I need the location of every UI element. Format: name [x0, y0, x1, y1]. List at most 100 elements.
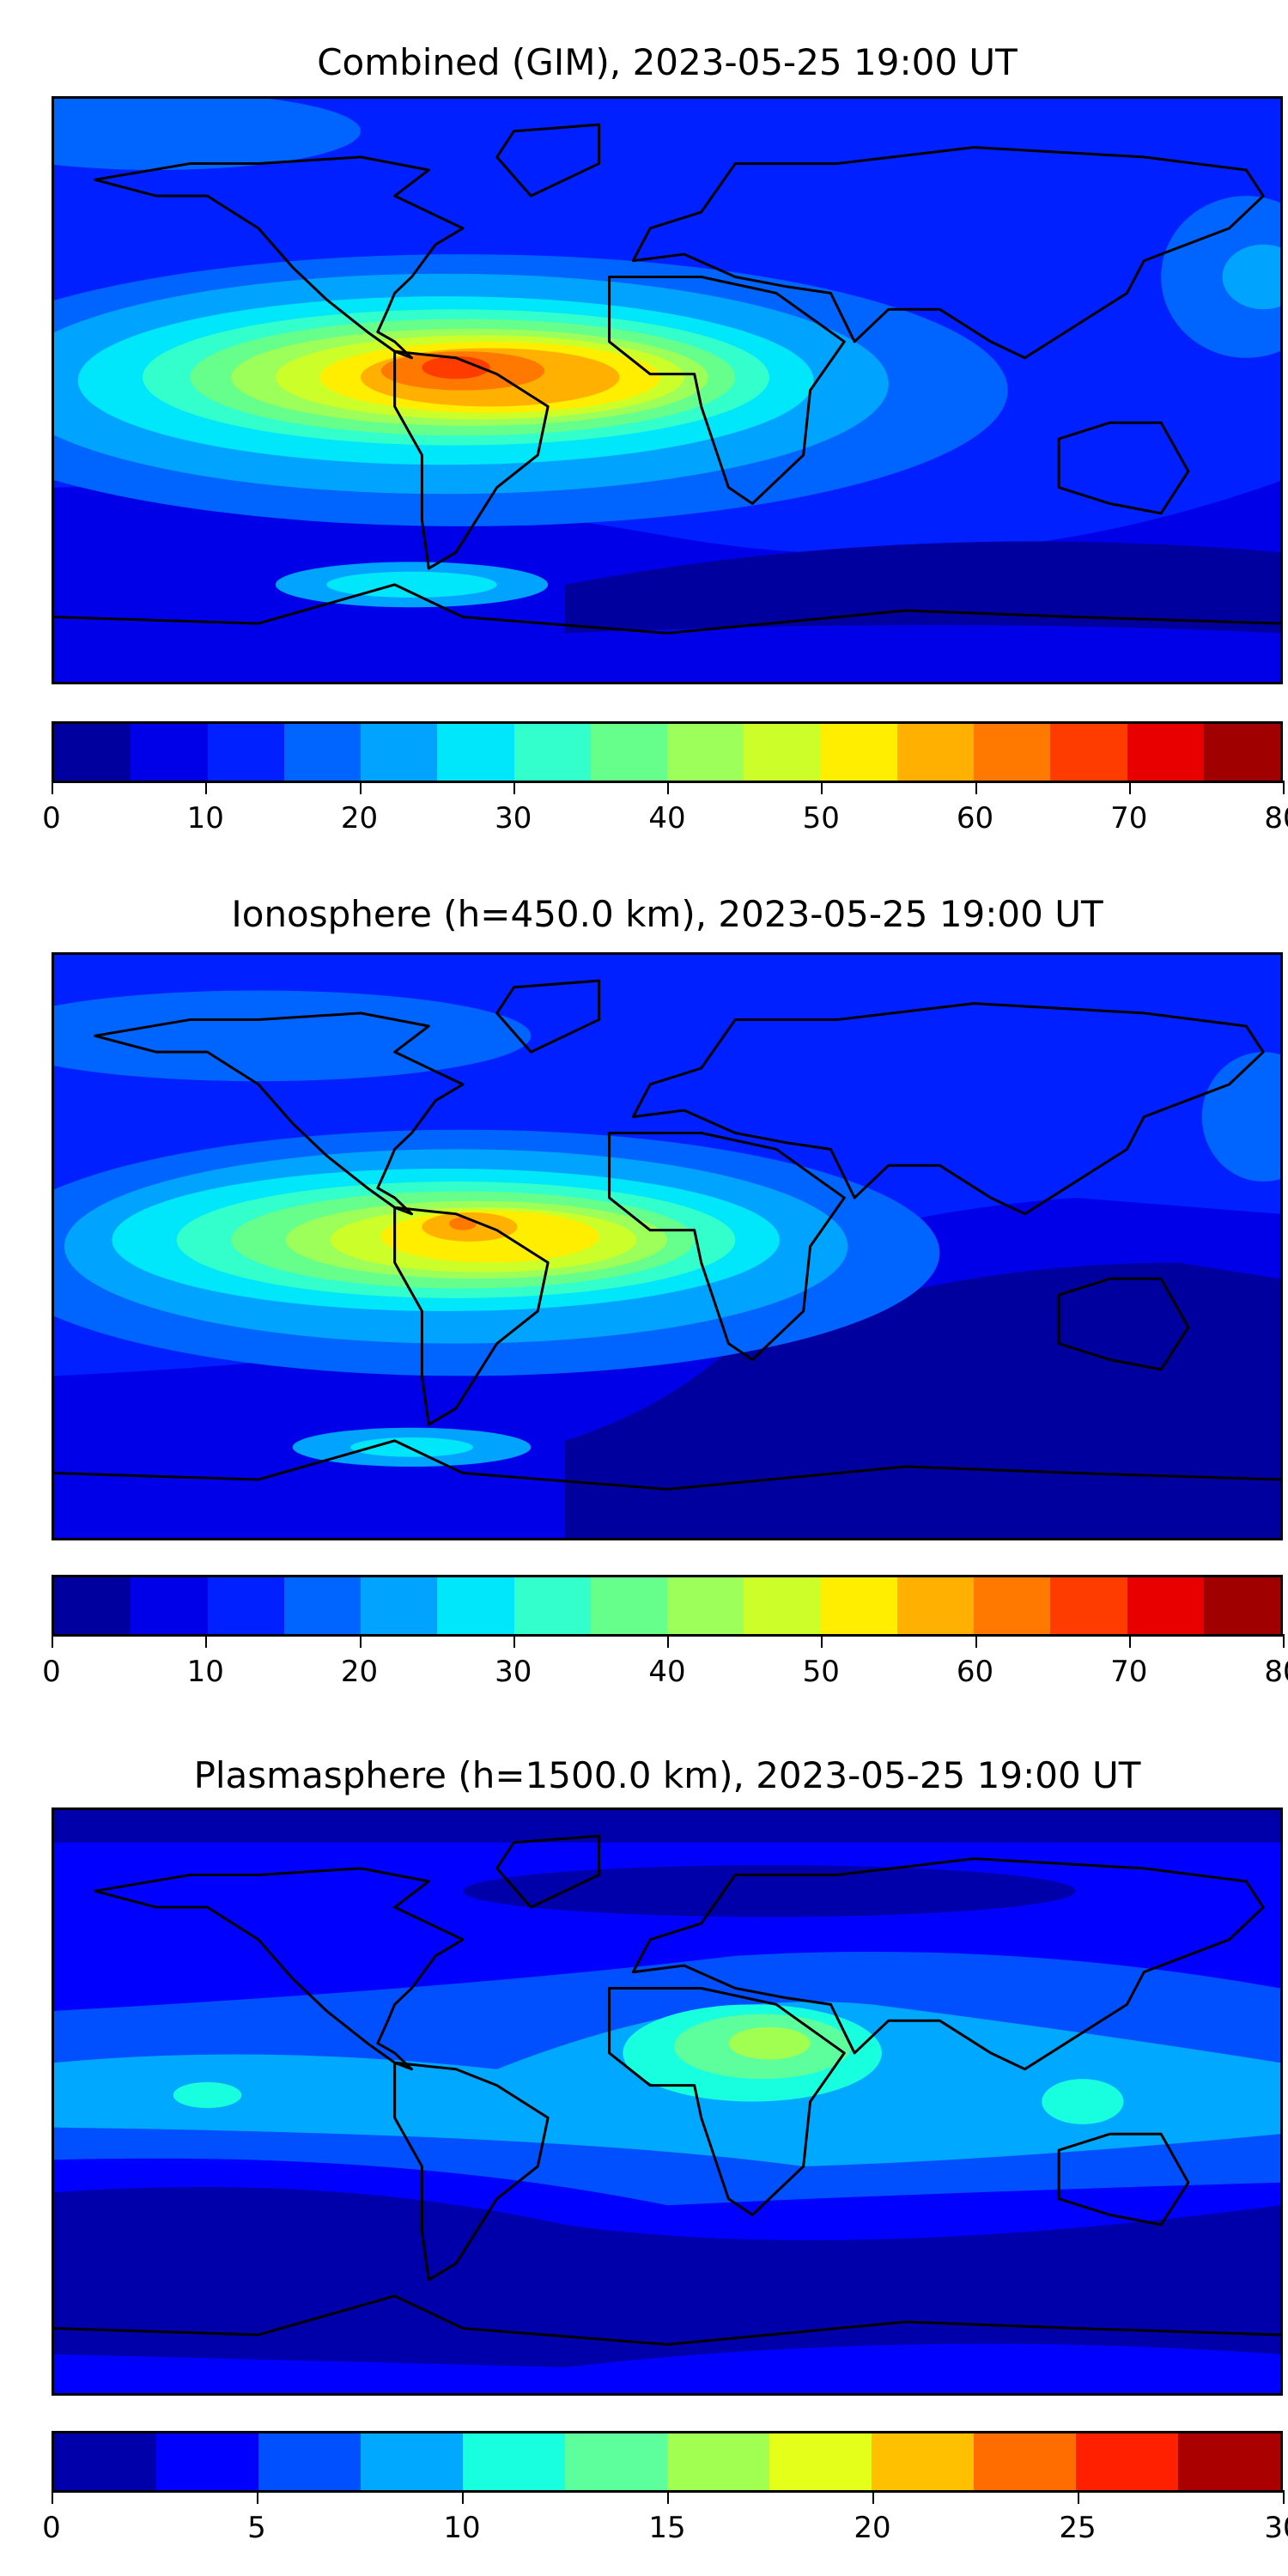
colorbar-segment — [667, 724, 744, 781]
colorbar-segment — [565, 2433, 667, 2490]
contour-map-ionosphere — [54, 955, 1280, 1538]
colorbar-tick-mark — [513, 1634, 515, 1648]
colorbar-tick-mark — [1128, 1634, 1131, 1648]
colorbar-tick-label: 40 — [648, 801, 686, 835]
colorbar-segment — [820, 724, 897, 781]
colorbar-tick-label: 50 — [802, 1655, 840, 1689]
colorbar-segment — [131, 1577, 208, 1634]
colorbar-segment — [258, 2433, 361, 2490]
colorbar-tick-mark — [513, 781, 515, 794]
colorbar-segment — [872, 2433, 974, 2490]
colorbar-tick-label: 10 — [186, 801, 224, 835]
colorbar-segment — [54, 1577, 131, 1634]
colorbar-segment — [283, 724, 361, 781]
coastlines — [54, 1836, 1280, 2344]
colorbar-segment — [437, 1577, 514, 1634]
colorbar-tick-mark — [52, 781, 53, 794]
colorbar-ionosphere — [52, 1575, 1283, 1637]
colorbar-tick-mark — [667, 1634, 669, 1648]
colorbar-segment — [896, 724, 974, 781]
colorbar-segment — [437, 724, 514, 781]
colorbar-segment — [131, 724, 208, 781]
colorbar-tick-label: 50 — [802, 801, 840, 835]
colorbar-tick-mark — [667, 781, 669, 794]
colorbar-segment — [361, 1577, 438, 1634]
colorbar-segment — [1050, 1577, 1127, 1634]
colorbar-segment — [590, 1577, 667, 1634]
colorbar-segment — [1050, 724, 1127, 781]
panel-title-ionosphere: Ionosphere (h=450.0 km), 2023-05-25 19:0… — [231, 893, 1103, 935]
colorbar-tick-label: 10 — [186, 1655, 224, 1689]
colorbar-tick-label: 10 — [443, 2511, 481, 2545]
colorbar-segment — [1203, 1577, 1280, 1634]
colorbar-tick-mark — [1283, 2490, 1285, 2504]
colorbar-segment — [513, 1577, 591, 1634]
colorbar-plasmasphere — [52, 2431, 1283, 2493]
colorbar-tick-mark — [821, 1634, 823, 1648]
colorbar-tick-label: 30 — [495, 1655, 532, 1689]
colorbar-combined — [52, 721, 1283, 783]
colorbar-segment — [820, 1577, 897, 1634]
colorbar-tick-mark — [257, 2490, 258, 2504]
colorbar-segment — [974, 2433, 1076, 2490]
colorbar-segment — [1076, 2433, 1178, 2490]
colorbar-segment — [156, 2433, 258, 2490]
colorbar-tick-label: 20 — [340, 1655, 379, 1689]
colorbar-tick-label: 60 — [956, 1655, 994, 1689]
colorbar-ticks-ionosphere: 0 10 20 30 40 50 60 70 80 — [42, 1634, 1288, 1703]
colorbar-segment — [1203, 724, 1280, 781]
colorbar-tick-label: 5 — [247, 2511, 266, 2545]
colorbar-segment — [463, 2433, 565, 2490]
colorbar-tick-mark — [975, 781, 977, 794]
colorbar-segment — [54, 724, 131, 781]
colorbar-tick-mark — [205, 1634, 208, 1648]
colorbar-segment — [361, 724, 438, 781]
colorbar-segment — [283, 1577, 361, 1634]
colorbar-tick-label: 60 — [956, 801, 994, 835]
colorbar-segment — [513, 724, 591, 781]
colorbar-tick-label: 40 — [648, 1655, 686, 1689]
coastlines — [54, 125, 1280, 633]
colorbar-segment — [769, 2433, 872, 2490]
colorbar-tick-mark — [205, 781, 208, 794]
map-ionosphere — [52, 952, 1283, 1540]
colorbar-tick-label: 80 — [1264, 801, 1288, 835]
colorbar-tick-mark — [462, 2490, 464, 2504]
coastlines — [54, 981, 1280, 1489]
colorbar-tick-mark — [667, 2490, 669, 2504]
colorbar-segment — [974, 724, 1051, 781]
colorbar-tick-label: 0 — [42, 2511, 61, 2545]
colorbar-segment — [54, 2433, 156, 2490]
colorbar-segment — [667, 2433, 769, 2490]
colorbar-tick-label: 0 — [42, 801, 61, 835]
colorbar-tick-label: 70 — [1110, 1655, 1148, 1689]
colorbar-segment — [207, 1577, 284, 1634]
colorbar-segment — [361, 2433, 463, 2490]
colorbar-segment — [1178, 2433, 1280, 2490]
colorbar-tick-label: 80 — [1264, 1655, 1288, 1689]
map-combined — [52, 96, 1283, 684]
colorbar-segment — [744, 724, 821, 781]
colorbar-tick-mark — [975, 1634, 977, 1648]
colorbar-tick-mark — [52, 1634, 53, 1648]
colorbar-tick-mark — [52, 2490, 53, 2504]
colorbar-tick-label: 70 — [1110, 801, 1148, 835]
colorbar-segment — [590, 724, 667, 781]
colorbar-tick-mark — [1283, 1634, 1285, 1648]
colorbar-tick-label: 20 — [854, 2511, 891, 2545]
colorbar-tick-mark — [359, 1634, 361, 1648]
colorbar-segment — [974, 1577, 1051, 1634]
colorbar-segment — [1127, 1577, 1204, 1634]
colorbar-tick-label: 20 — [340, 801, 379, 835]
colorbar-tick-mark — [359, 781, 361, 794]
colorbar-tick-label: 0 — [42, 1655, 61, 1689]
contour-map-combined — [54, 99, 1280, 682]
colorbar-segment — [744, 1577, 821, 1634]
map-plasmasphere — [52, 1807, 1283, 2396]
panel-title-plasmasphere: Plasmasphere (h=1500.0 km), 2023-05-25 1… — [193, 1754, 1141, 1796]
colorbar-tick-label: 15 — [648, 2511, 686, 2545]
colorbar-tick-label: 30 — [1264, 2511, 1288, 2545]
colorbar-ticks-combined: 0 10 20 30 40 50 60 70 80 — [42, 781, 1288, 849]
colorbar-tick-mark — [872, 2490, 874, 2504]
colorbar-tick-mark — [1128, 781, 1131, 794]
